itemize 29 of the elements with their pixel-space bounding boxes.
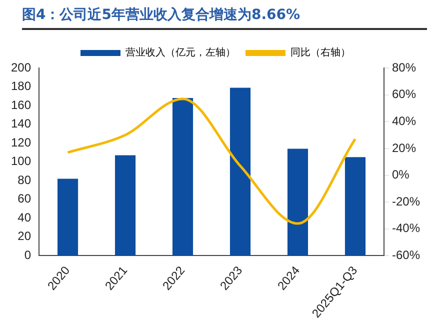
bar bbox=[230, 88, 251, 256]
y2-tick-label: 0% bbox=[392, 168, 410, 182]
line-series bbox=[66, 98, 356, 225]
bar bbox=[172, 98, 194, 256]
bar bbox=[57, 178, 78, 256]
y2-tick-label: -20% bbox=[392, 194, 420, 208]
y-tick-label: 200 bbox=[10, 60, 32, 74]
y-tick-label: 140 bbox=[10, 116, 32, 131]
y2-tick-label: 80% bbox=[392, 60, 416, 74]
y-tick-label: 180 bbox=[10, 79, 32, 94]
y-tick-label: 20 bbox=[18, 229, 32, 244]
y-tick-label: 100 bbox=[10, 154, 32, 168]
y2-tick-label: -60% bbox=[392, 248, 420, 262]
y-tick-label: 60 bbox=[18, 192, 32, 206]
y-tick-label: 80 bbox=[18, 172, 32, 187]
y-tick-label: 0 bbox=[24, 248, 32, 262]
chart-title: 图4：公司近5年营业收入复合增速为8.66% bbox=[22, 6, 427, 30]
y2-tick-label: 20% bbox=[392, 140, 416, 155]
y2-tick-label: 60% bbox=[392, 87, 416, 102]
legend-label: 同比（右轴） bbox=[290, 46, 350, 59]
bar bbox=[114, 155, 136, 256]
bar bbox=[287, 148, 308, 256]
legend-label: 营业收入（亿元，左轴） bbox=[126, 46, 236, 59]
bar bbox=[344, 157, 366, 256]
y2-tick-label: 40% bbox=[392, 114, 416, 128]
y-tick-label: 40 bbox=[18, 210, 32, 224]
y-tick-label: 120 bbox=[10, 135, 32, 150]
y-tick-label: 160 bbox=[10, 98, 32, 112]
y2-tick-label: -40% bbox=[392, 221, 420, 236]
